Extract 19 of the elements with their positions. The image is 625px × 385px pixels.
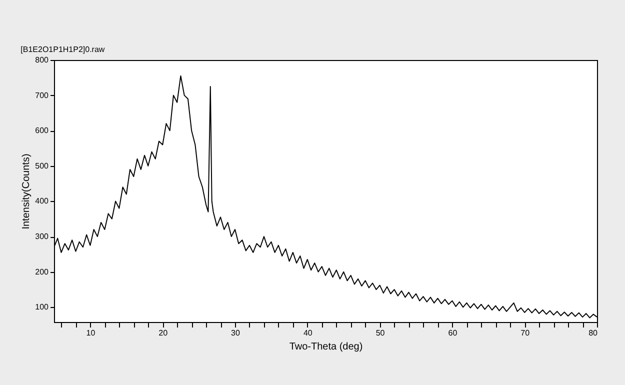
y-tick-label: 700 <box>35 90 50 100</box>
x-tick-label: 30 <box>231 328 240 338</box>
y-tick-label: 100 <box>35 302 50 312</box>
x-tick-label: 10 <box>86 328 96 338</box>
y-tick-label: 800 <box>35 56 50 64</box>
x-tick-label: 70 <box>520 328 530 338</box>
y-tick-label: 300 <box>35 232 50 242</box>
y-tick-label: 500 <box>35 161 50 170</box>
x-tick-label: 80 <box>588 328 598 338</box>
x-axis-title: Two-Theta (deg) <box>289 342 363 352</box>
x-tick-label: 40 <box>303 328 313 338</box>
y-tick-label: 600 <box>35 126 50 136</box>
x-tick-label: 60 <box>448 328 458 338</box>
y-tick-label: 400 <box>35 196 50 206</box>
y-axis-title: Intensity(Counts) <box>21 154 32 230</box>
chart-title: [B1E2O1P1H1P2]0.raw <box>20 45 105 54</box>
x-tick-label: 20 <box>158 328 168 338</box>
y-tick-label: 200 <box>35 267 50 276</box>
x-tick-label: 50 <box>376 328 386 338</box>
